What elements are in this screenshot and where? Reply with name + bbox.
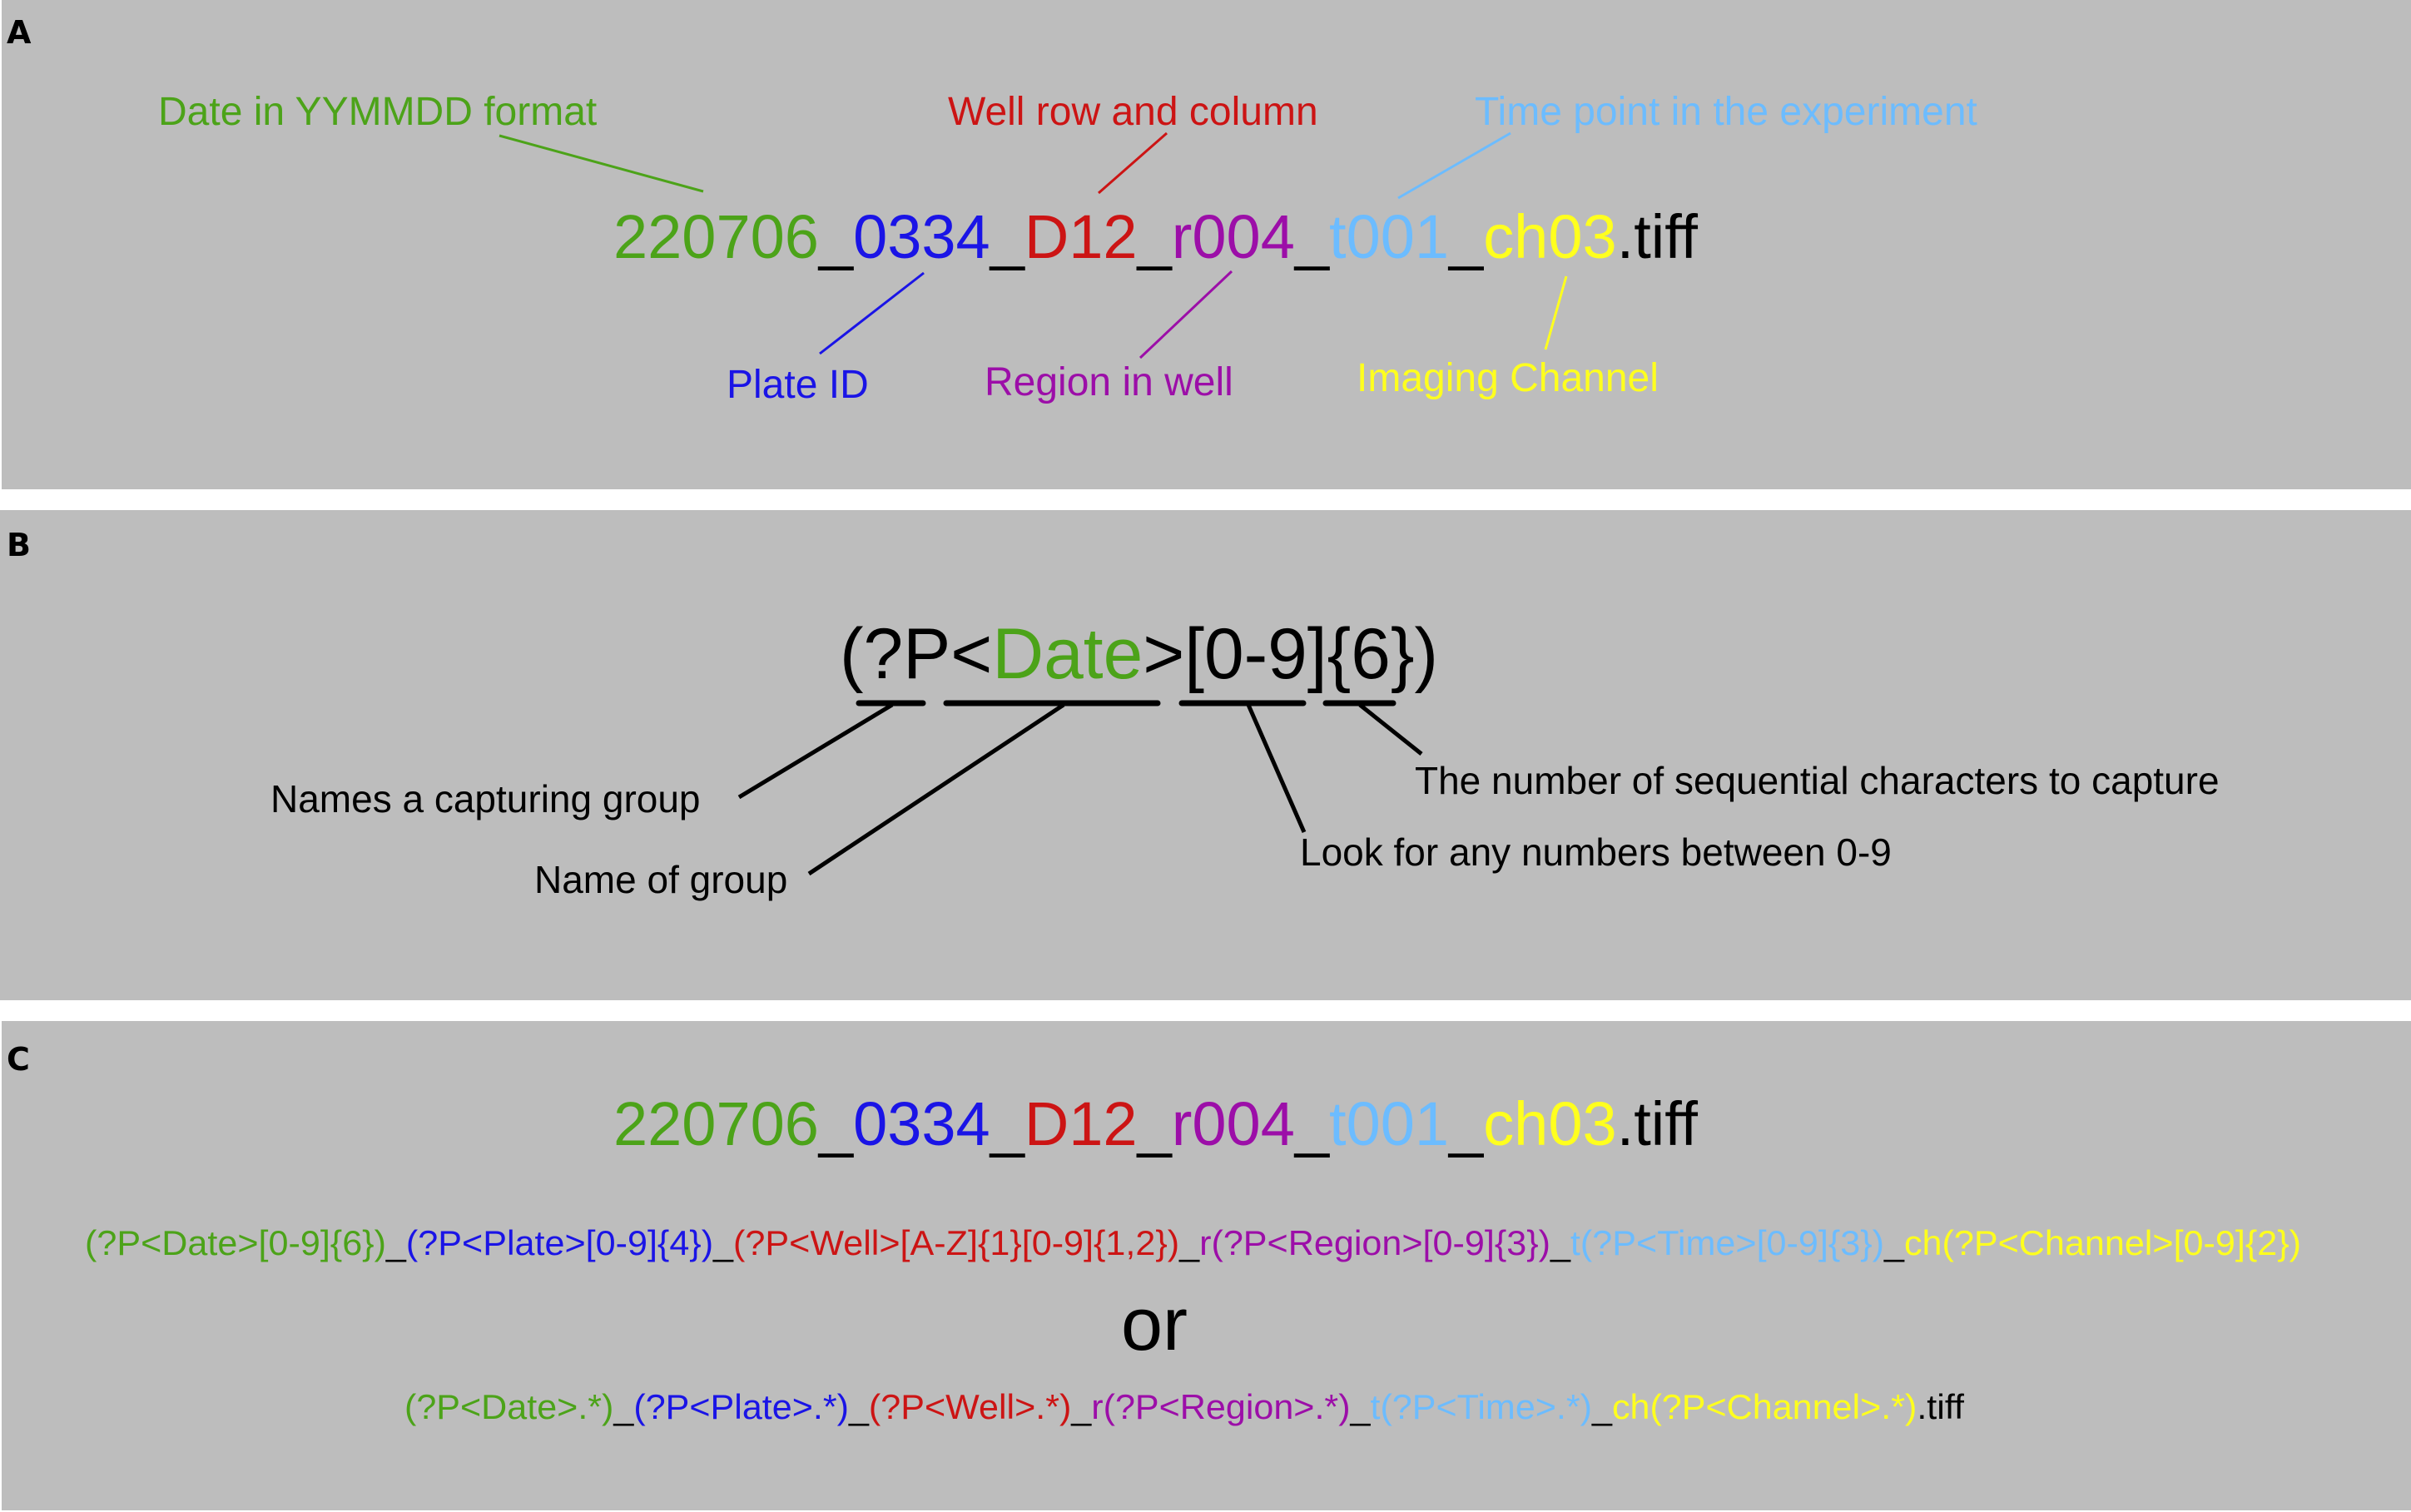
filename-well: D12 xyxy=(1024,1089,1138,1158)
panel-b-background xyxy=(0,510,2411,1000)
regex-region: r(?P<Region>[0-9]{3}) xyxy=(1199,1223,1550,1262)
regex-sep: _ xyxy=(1591,1387,1613,1426)
regex-date: (?P<Date>.*) xyxy=(404,1387,613,1426)
panel-c-background xyxy=(2,1021,2411,1510)
date-annotation: Date in YYMMDD format xyxy=(158,90,597,134)
or-label: or xyxy=(1121,1283,1188,1366)
filename-sep: _ xyxy=(1447,202,1484,271)
date-pointer-line xyxy=(499,134,704,193)
filename-region: r004 xyxy=(1172,202,1295,271)
plate-annotation: Plate ID xyxy=(727,363,869,407)
channel-annotation: Imaging Channel xyxy=(1357,356,1659,400)
regex-channel: ch(?P<Channel>[0-9]{2}) xyxy=(1904,1223,2301,1262)
filename-extension: .tiff xyxy=(1617,202,1699,271)
region-annotation: Region in well xyxy=(985,360,1233,404)
filename-plate: 0334 xyxy=(853,1089,990,1158)
regex-region: r(?P<Region>.*) xyxy=(1091,1387,1350,1426)
pointer-line-name xyxy=(807,702,1065,876)
regex-sep: _ xyxy=(1550,1223,1571,1262)
regex-strict: (?P<Date>[0-9]{6}) _(?P<Plate>[0-9]{4}) _(… xyxy=(85,1223,2301,1262)
channel-pointer-line xyxy=(1544,275,1568,350)
filename-time: t001 xyxy=(1329,202,1449,271)
regex-sep: _ xyxy=(613,1387,634,1426)
regex-well: (?P<Well>.*) xyxy=(869,1387,1071,1426)
region-pointer-line xyxy=(1139,270,1233,359)
regex-quantifier: {6} xyxy=(1327,614,1415,694)
regex-time: t(?P<Time>[0-9]{3}) xyxy=(1570,1223,1884,1262)
filename-date: 220706 xyxy=(613,1089,819,1158)
panel-c: C 220706_0334_D12_r004_t001_ch03.tiff (?… xyxy=(7,1041,2301,1426)
well-pointer-line xyxy=(1098,131,1168,195)
pointer-line-quantifier xyxy=(1358,703,1423,756)
filename-sep: _ xyxy=(1136,202,1173,271)
filename-region: r004 xyxy=(1172,1089,1295,1158)
regex-open: (?P< xyxy=(840,614,992,694)
panel-b: B (?P<Date>[0-9]{6}) Names a capturing g… xyxy=(7,527,2220,901)
regex-group-name: Date xyxy=(992,614,1143,694)
pointer-line-class xyxy=(1246,703,1307,834)
regex-well: (?P<Well>[A-Z]{1}[0-9]{1,2}) xyxy=(733,1223,1179,1262)
time-pointer-line xyxy=(1397,131,1511,200)
regex-end: ) xyxy=(1414,614,1438,694)
regex-sep: _ xyxy=(1178,1223,1200,1262)
regex-char-class: [0-9] xyxy=(1184,614,1327,694)
regex-plate: (?P<Plate>[0-9]{4}) xyxy=(406,1223,713,1262)
regex-sep: _ xyxy=(1883,1223,1905,1262)
panel-a-letter: A xyxy=(7,14,32,51)
panel-a-background xyxy=(2,0,2411,489)
panel-a: A Date in YYMMDD format Well row and col… xyxy=(7,14,1977,407)
filename-sep: _ xyxy=(1136,1089,1173,1158)
filename-sep: _ xyxy=(817,202,854,271)
pointer-line-prefix xyxy=(737,702,894,800)
filename-sep: _ xyxy=(989,202,1025,271)
regex-channel: ch(?P<Channel>.*) xyxy=(1612,1387,1917,1426)
plate-pointer-line xyxy=(819,271,925,355)
panel-b-regex: (?P<Date>[0-9]{6}) xyxy=(840,614,1438,694)
filename-extension: .tiff xyxy=(1617,1089,1699,1158)
regex-time: t(?P<Time>.*) xyxy=(1371,1387,1593,1426)
filename-sep: _ xyxy=(817,1089,854,1158)
regex-sep: _ xyxy=(848,1387,870,1426)
count-annotation: The number of sequential characters to c… xyxy=(1415,759,2220,802)
numbers-annotation: Look for any numbers between 0-9 xyxy=(1300,830,1892,874)
panel-c-filename: 220706_0334_D12_r004_t001_ch03.tiff xyxy=(613,1089,1698,1158)
names-group-annotation: Names a capturing group xyxy=(270,777,701,820)
regex-sep: _ xyxy=(385,1223,407,1262)
regex-extension: .tiff xyxy=(1917,1387,1964,1426)
panel-b-letter: B xyxy=(7,527,31,563)
filename-plate: 0334 xyxy=(853,202,990,271)
panel-a-filename: 220706_0334_D12_r004_t001_ch03.tiff xyxy=(613,202,1698,271)
time-annotation: Time point in the experiment xyxy=(1475,90,1977,134)
filename-time: t001 xyxy=(1329,1089,1449,1158)
regex-sep: _ xyxy=(1070,1387,1092,1426)
filename-channel: ch03 xyxy=(1483,1089,1616,1158)
regex-loose: (?P<Date>.*) _(?P<Plate>.*) _(?P<Well>.*) _… xyxy=(404,1387,1964,1426)
filename-date: 220706 xyxy=(613,202,819,271)
filename-sep: _ xyxy=(1447,1089,1484,1158)
panel-c-letter: C xyxy=(7,1041,30,1078)
regex-sep: _ xyxy=(1350,1387,1372,1426)
well-annotation: Well row and column xyxy=(948,90,1318,134)
filename-sep: _ xyxy=(989,1089,1025,1158)
regex-close-name: > xyxy=(1143,614,1184,694)
filename-channel: ch03 xyxy=(1483,202,1616,271)
regex-sep: _ xyxy=(712,1223,734,1262)
name-of-group-annotation: Name of group xyxy=(534,858,787,901)
filename-sep: _ xyxy=(1293,202,1330,271)
filename-sep: _ xyxy=(1293,1089,1330,1158)
regex-date: (?P<Date>[0-9]{6}) xyxy=(85,1223,386,1262)
filename-well: D12 xyxy=(1024,202,1138,271)
regex-plate: (?P<Plate>.*) xyxy=(633,1387,849,1426)
